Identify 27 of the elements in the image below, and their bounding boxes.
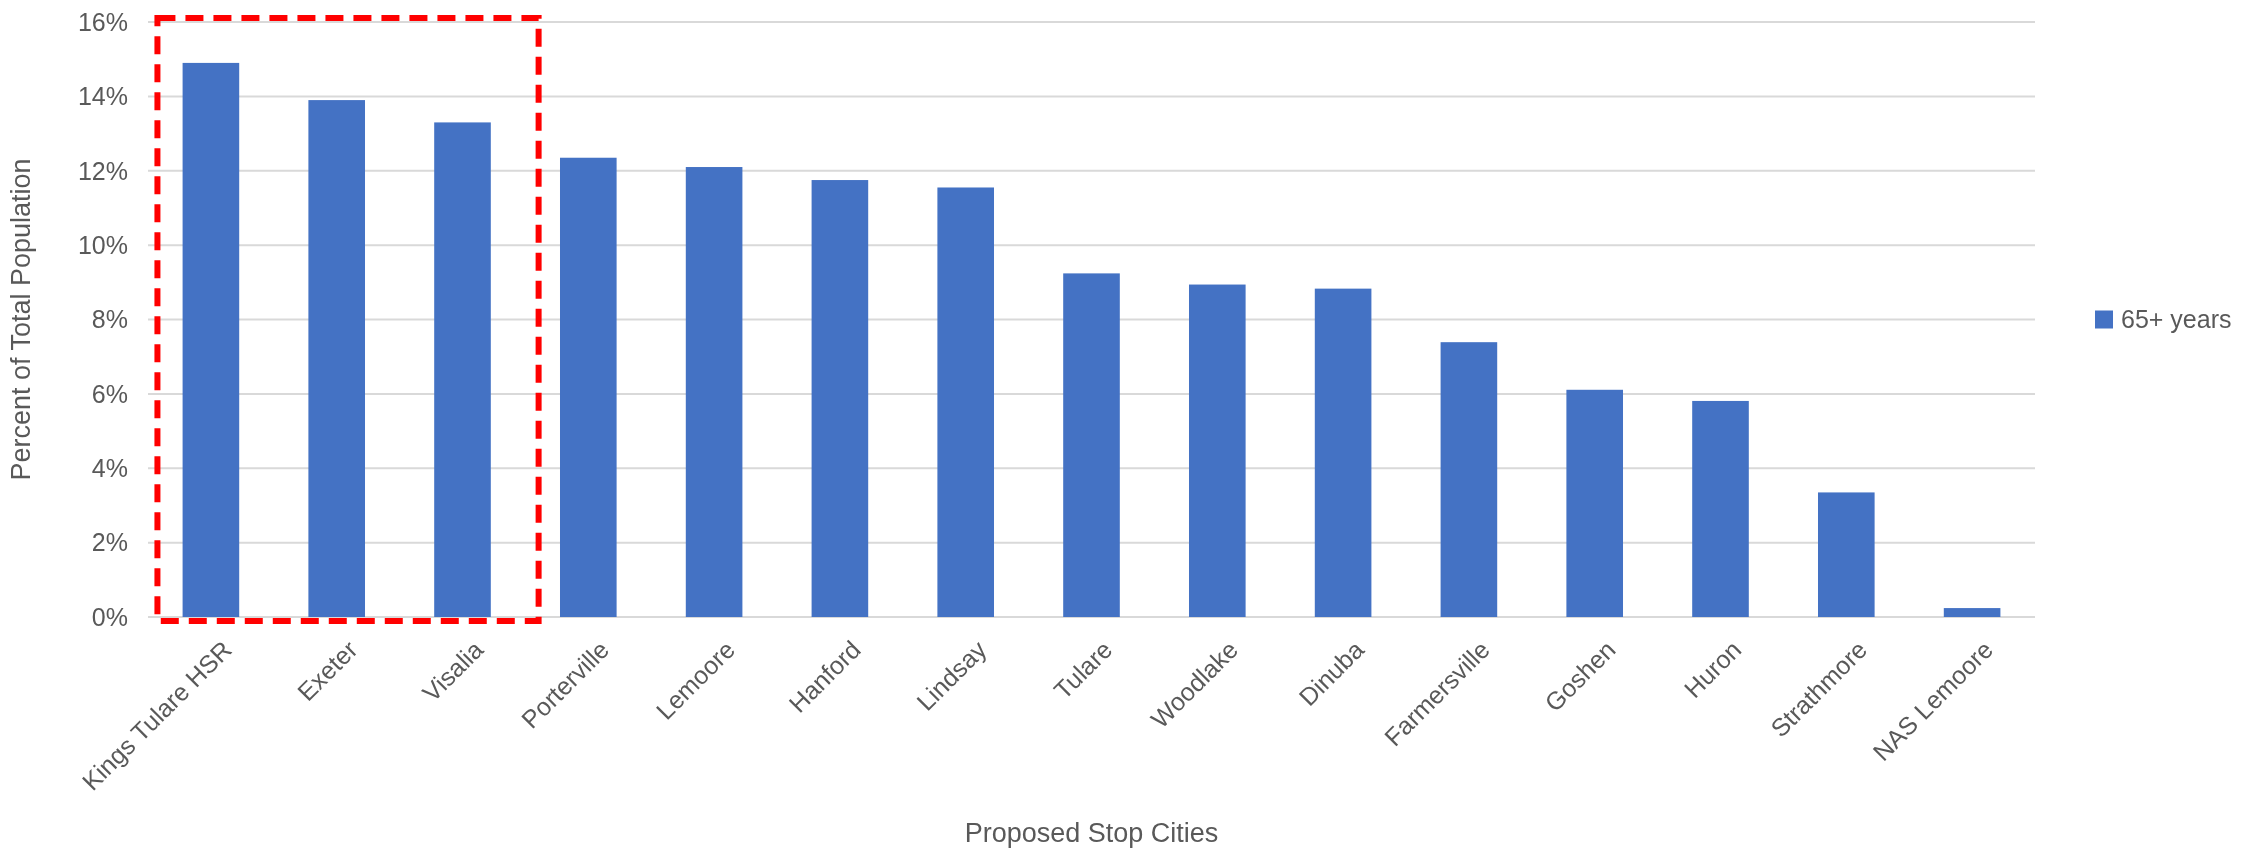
bar	[1314, 288, 1372, 617]
bar	[811, 180, 869, 617]
legend-label: 65+ years	[2121, 305, 2232, 334]
bar	[685, 167, 743, 617]
y-tick-label: 8%	[91, 305, 128, 334]
bar	[1566, 389, 1624, 617]
bar	[434, 122, 491, 617]
bar	[560, 157, 617, 617]
x-axis-title: Proposed Stop Cities	[964, 818, 1219, 848]
bar	[1188, 284, 1246, 617]
y-tick-label: 0%	[91, 602, 128, 631]
y-tick-label: 14%	[77, 82, 128, 111]
y-tick-label: 6%	[91, 379, 128, 408]
y-tick-label: 16%	[77, 7, 128, 36]
bar	[1063, 273, 1120, 617]
y-tick-label: 12%	[77, 156, 128, 185]
y-tick-label: 4%	[91, 454, 128, 482]
bar	[1440, 342, 1498, 617]
bar	[1817, 492, 1875, 617]
y-axis-title: Percent of Total Population	[6, 158, 36, 481]
y-tick-label: 10%	[77, 230, 128, 259]
bar	[308, 100, 366, 617]
y-tick-label: 2%	[91, 528, 128, 557]
bar	[1943, 608, 2001, 617]
bar	[937, 187, 995, 617]
bar	[1692, 400, 1749, 617]
bar	[182, 62, 240, 617]
